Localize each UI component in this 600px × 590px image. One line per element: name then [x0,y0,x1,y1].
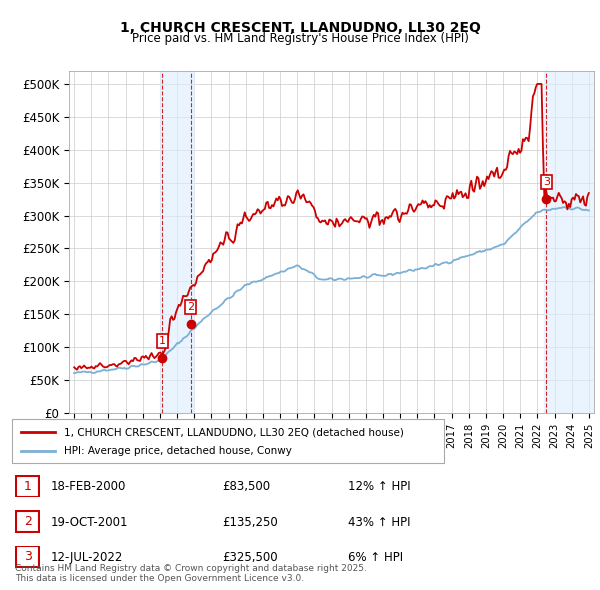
Text: 12-JUL-2022: 12-JUL-2022 [51,551,124,564]
Text: 1, CHURCH CRESCENT, LLANDUDNO, LL30 2EQ: 1, CHURCH CRESCENT, LLANDUDNO, LL30 2EQ [119,21,481,35]
Text: HPI: Average price, detached house, Conwy: HPI: Average price, detached house, Conw… [64,446,292,455]
Text: Contains HM Land Registry data © Crown copyright and database right 2025.
This d: Contains HM Land Registry data © Crown c… [15,563,367,583]
FancyBboxPatch shape [16,546,40,568]
Text: 3: 3 [23,550,32,563]
Text: 1: 1 [23,480,32,493]
Text: 19-OCT-2001: 19-OCT-2001 [51,516,128,529]
Text: £325,500: £325,500 [222,551,278,564]
Text: 43% ↑ HPI: 43% ↑ HPI [348,516,410,529]
Bar [160,71,194,413]
Text: Price paid vs. HM Land Registry's House Price Index (HPI): Price paid vs. HM Land Registry's House … [131,32,469,45]
Text: 6% ↑ HPI: 6% ↑ HPI [348,551,403,564]
Text: £135,250: £135,250 [222,516,278,529]
FancyBboxPatch shape [16,511,40,532]
Bar [544,71,594,413]
Text: 1, CHURCH CRESCENT, LLANDUDNO, LL30 2EQ (detached house): 1, CHURCH CRESCENT, LLANDUDNO, LL30 2EQ … [64,427,404,437]
FancyBboxPatch shape [12,419,444,463]
Text: 1: 1 [158,336,166,346]
Text: 2: 2 [187,302,194,312]
Text: 18-FEB-2000: 18-FEB-2000 [51,480,127,493]
Text: 12% ↑ HPI: 12% ↑ HPI [348,480,410,493]
FancyBboxPatch shape [16,476,40,497]
Text: 2: 2 [23,515,32,528]
Text: 3: 3 [543,177,550,187]
Text: £83,500: £83,500 [222,480,270,493]
